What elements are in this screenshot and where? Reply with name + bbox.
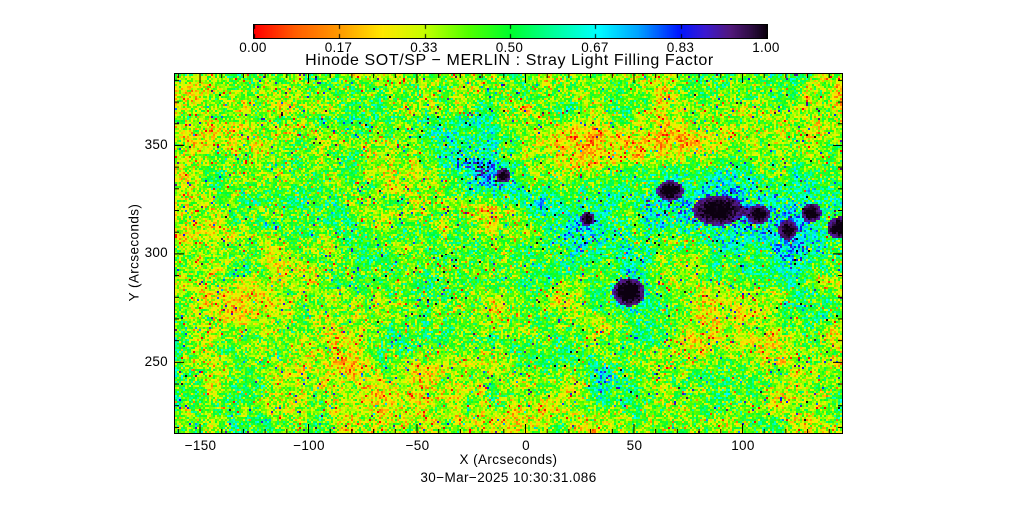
y-tick-label: 300 <box>144 245 168 261</box>
y-tick-label: 250 <box>144 353 168 369</box>
x-tick-label: −100 <box>293 438 325 453</box>
x-tick-label: −50 <box>405 438 430 453</box>
colorbar-tick-label: 0.50 <box>495 40 524 55</box>
x-tick-label: 50 <box>626 438 643 453</box>
y-tick-label: 350 <box>144 136 168 152</box>
x-tick-label: −150 <box>184 438 217 453</box>
timestamp: 30−Mar−2025 10:30:31.086 <box>420 470 597 485</box>
x-axis-label: X (Arcseconds) <box>459 452 558 467</box>
colorbar-tick-label: 0.67 <box>581 40 609 55</box>
colorbar-tick-label: 0.00 <box>239 40 267 55</box>
colorbar <box>253 24 768 39</box>
x-tick-label: 0 <box>522 438 530 453</box>
heatmap-canvas <box>175 74 842 433</box>
plot-axes <box>174 73 843 434</box>
colorbar-tick-label: 0.33 <box>410 40 438 55</box>
y-axis-label: Y (Arcseconds) <box>126 203 142 302</box>
chart-title: Hinode SOT/SP − MERLIN : Stray Light Fil… <box>305 52 714 69</box>
colorbar-tick-label: 0.83 <box>666 40 695 55</box>
x-tick-label: 100 <box>731 438 755 453</box>
colorbar-tick-label: 0.17 <box>324 40 353 55</box>
colorbar-tick-label: 1.00 <box>752 40 780 55</box>
